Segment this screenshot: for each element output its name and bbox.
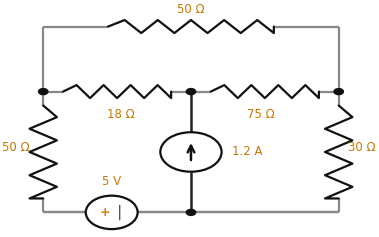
Text: 50 Ω: 50 Ω [2, 141, 30, 154]
Text: 5 V: 5 V [102, 175, 121, 188]
Text: 1.2 A: 1.2 A [232, 146, 263, 159]
Text: 75 Ω: 75 Ω [247, 108, 275, 121]
Circle shape [186, 89, 196, 95]
Text: 30 Ω: 30 Ω [348, 141, 376, 154]
Circle shape [39, 89, 48, 95]
Text: +: + [100, 206, 111, 219]
Text: │: │ [116, 205, 124, 220]
Circle shape [186, 209, 196, 215]
Text: 18 Ω: 18 Ω [107, 108, 135, 121]
Circle shape [334, 89, 343, 95]
Circle shape [86, 196, 138, 229]
Text: 50 Ω: 50 Ω [177, 3, 205, 16]
